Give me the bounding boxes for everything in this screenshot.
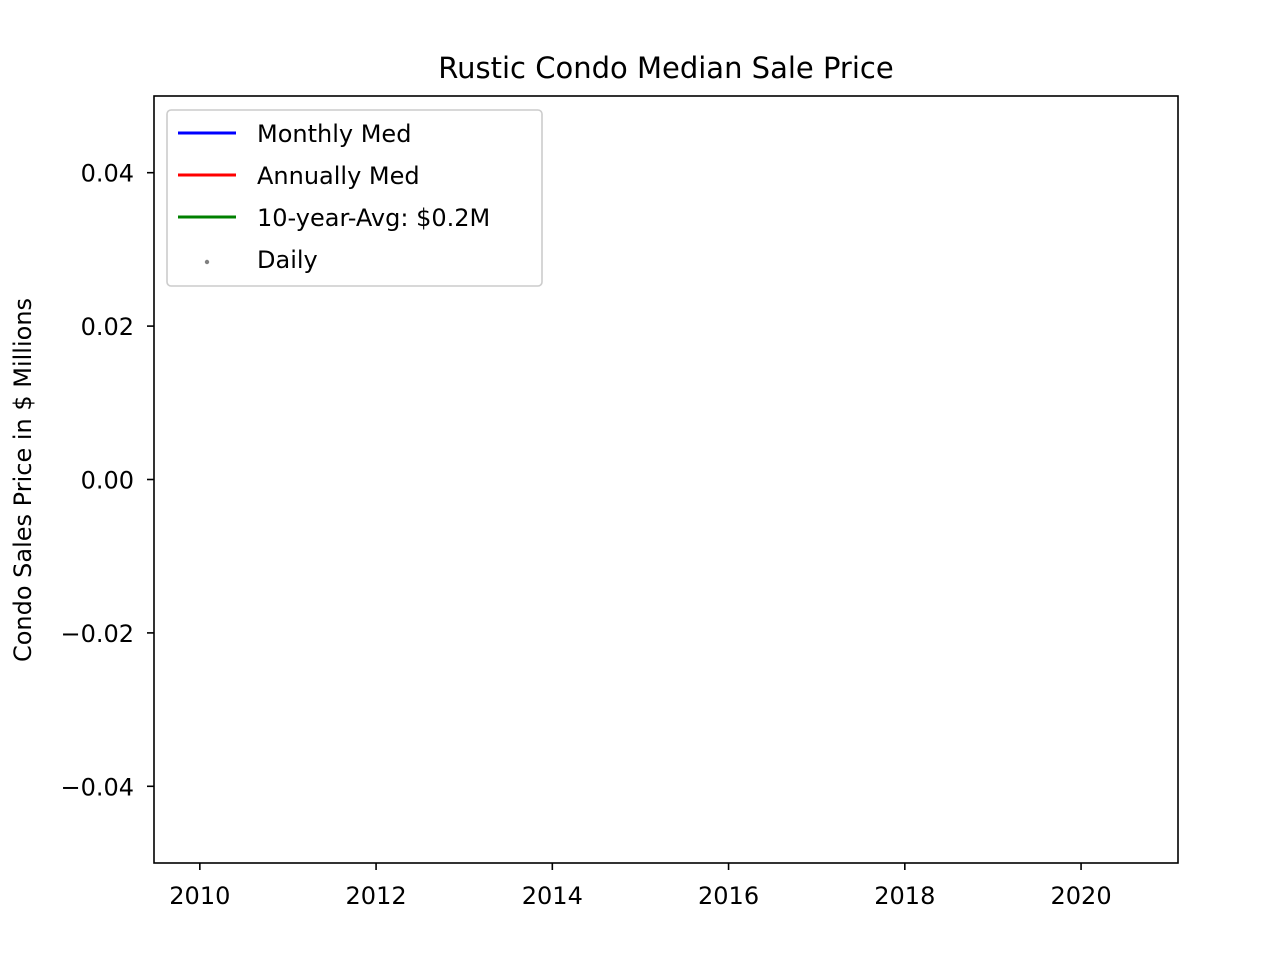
x-tick-label: 2010 xyxy=(169,882,230,910)
x-tick-label: 2018 xyxy=(874,882,935,910)
legend-box xyxy=(166,109,543,287)
x-tick-label: 2014 xyxy=(522,882,583,910)
y-tick-label: 0.00 xyxy=(81,467,134,495)
x-tick-label: 2012 xyxy=(346,882,407,910)
y-tick-label: −0.02 xyxy=(60,620,134,648)
legend: Monthly Med Annually Med 10-year-Avg: $0.2… xyxy=(166,109,543,287)
chart-title: Rustic Condo Median Sale Price xyxy=(438,51,893,85)
legend-label: Monthly Med xyxy=(257,120,411,148)
legend-marker-swatch xyxy=(204,259,210,265)
y-tick-label: −0.04 xyxy=(60,773,134,801)
legend-entries: Monthly Med Annually Med 10-year-Avg: $0.2… xyxy=(178,120,490,274)
x-axis-ticks: 2010 2012 2014 2016 2018 2020 xyxy=(169,863,1112,910)
legend-label: 10-year-Avg: $0.2M xyxy=(257,204,490,232)
y-axis-label: Condo Sales Price in $ Millions xyxy=(9,298,37,662)
x-tick-label: 2016 xyxy=(698,882,759,910)
y-tick-label: 0.02 xyxy=(81,313,134,341)
legend-label: Annually Med xyxy=(257,162,420,190)
x-tick-label: 2020 xyxy=(1051,882,1112,910)
y-tick-label: 0.04 xyxy=(81,160,134,188)
y-axis-ticks: 0.04 0.02 0.00 −0.02 −0.04 xyxy=(60,160,154,801)
legend-label: Daily xyxy=(257,246,318,274)
